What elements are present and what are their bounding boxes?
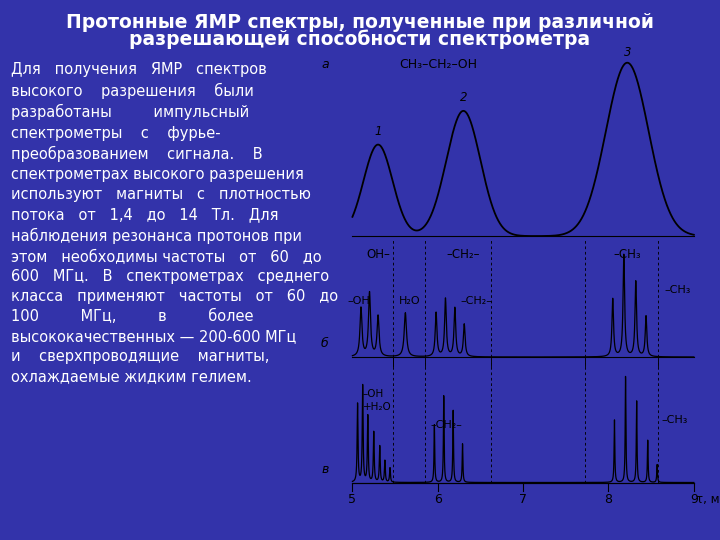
Text: –CH₃: –CH₃ (664, 285, 690, 295)
Text: OH–: OH– (366, 248, 390, 261)
Text: Для   получения   ЯМР   спектров
высокого    разрешения    были
разработаны     : Для получения ЯМР спектров высокого разр… (11, 62, 338, 384)
Text: –CH₃: –CH₃ (613, 248, 641, 261)
Text: –OH: –OH (348, 296, 371, 306)
Text: 7: 7 (519, 493, 527, 506)
Text: –OH
+H₂O: –OH +H₂O (363, 389, 392, 411)
Text: 6: 6 (434, 493, 442, 506)
Text: в: в (321, 463, 328, 476)
Text: –CH₂–: –CH₂– (460, 296, 492, 306)
Text: 1: 1 (374, 125, 382, 138)
Text: б: б (321, 338, 329, 350)
Text: CH₃–CH₂–OH: CH₃–CH₂–OH (400, 58, 477, 71)
Text: –CH₃: –CH₃ (662, 415, 688, 425)
Text: разрешающей способности спектрометра: разрешающей способности спектрометра (130, 30, 590, 49)
Text: H₂O: H₂O (399, 296, 420, 306)
Text: 9: 9 (690, 493, 698, 506)
Text: 5: 5 (348, 493, 356, 506)
Text: 2: 2 (459, 91, 467, 104)
Text: –CH₂–: –CH₂– (431, 421, 462, 430)
Text: 8: 8 (605, 493, 613, 506)
Text: Протонные ЯМР спектры, полученные при различной: Протонные ЯМР спектры, полученные при ра… (66, 14, 654, 32)
Text: 3: 3 (624, 46, 631, 59)
Text: –CH₂–: –CH₂– (446, 248, 480, 261)
Text: а: а (321, 58, 328, 71)
Text: τ, м. д.: τ, м. д. (696, 491, 720, 504)
